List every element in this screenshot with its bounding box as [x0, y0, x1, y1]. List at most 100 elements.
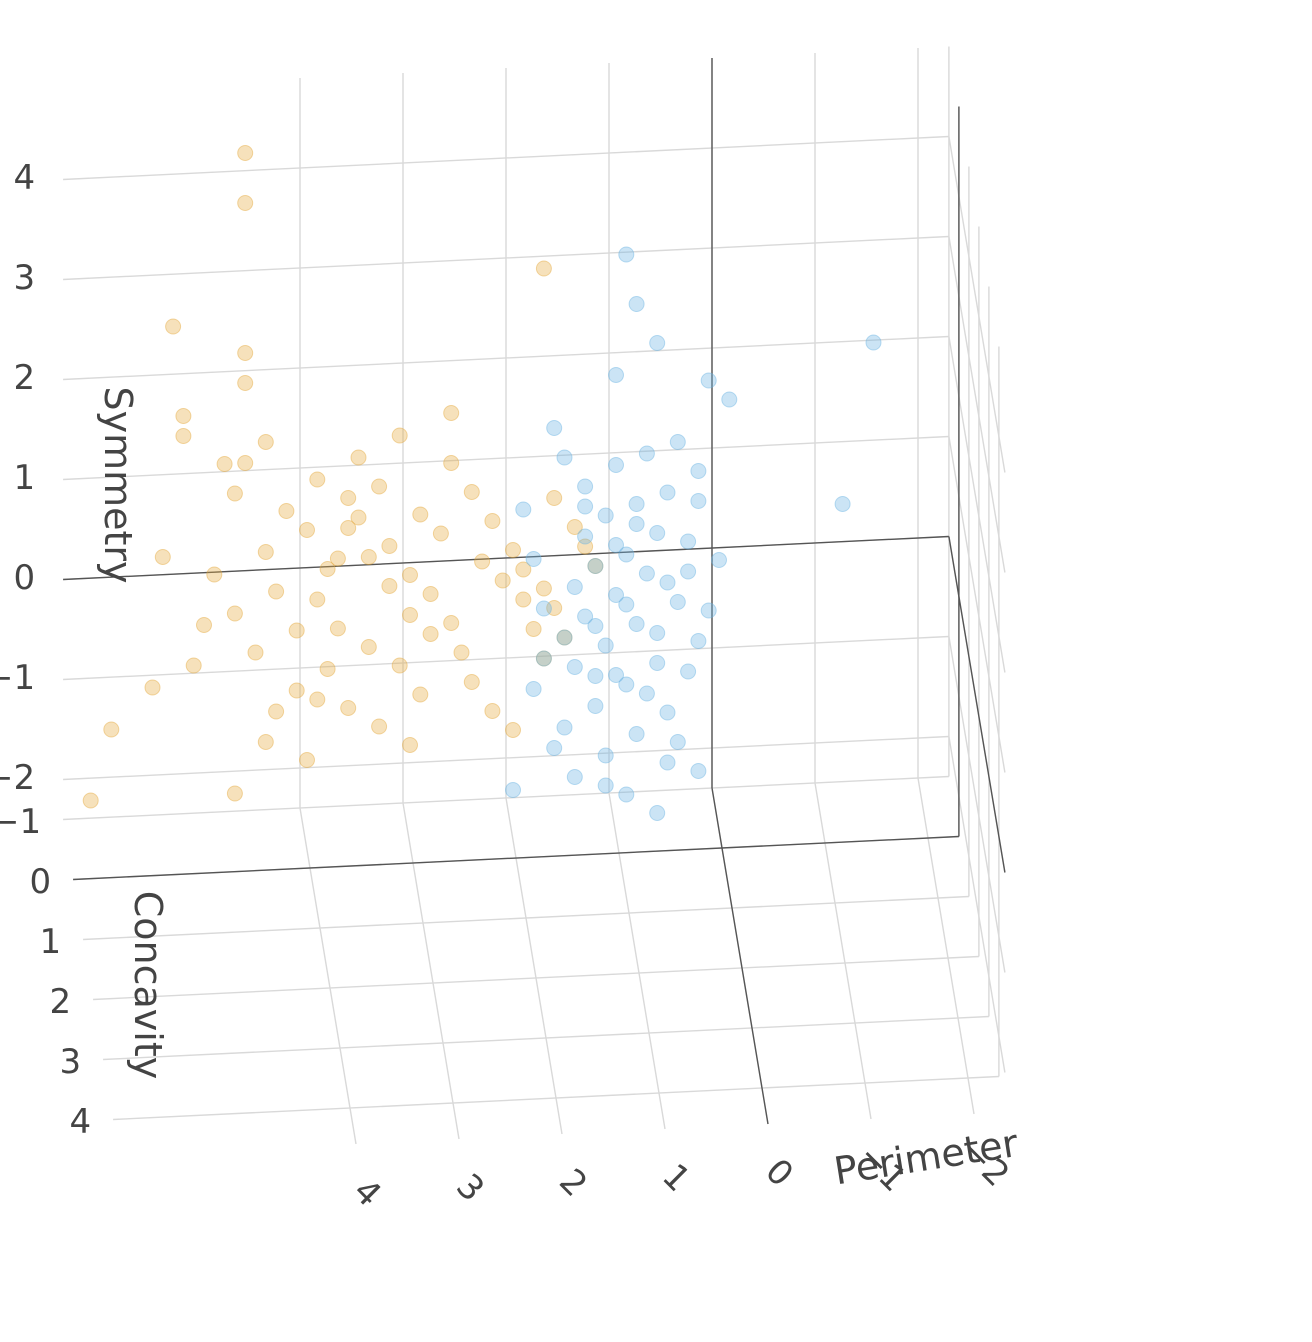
data-point-series-1[interactable]	[206, 566, 223, 583]
data-point-series-2[interactable]	[515, 501, 532, 518]
data-point-series-2[interactable]	[700, 372, 717, 389]
data-point-series-1[interactable]	[226, 605, 243, 622]
data-point-series-1[interactable]	[422, 626, 439, 642]
data-point-series-1[interactable]	[463, 674, 480, 690]
data-point-series-2[interactable]	[608, 457, 624, 473]
data-point-series-1[interactable]	[535, 650, 552, 667]
data-point-series-2[interactable]	[649, 335, 666, 351]
data-point-series-1[interactable]	[185, 657, 202, 674]
data-point-series-2[interactable]	[638, 565, 655, 582]
data-point-series-2[interactable]	[628, 296, 645, 312]
data-point-series-1[interactable]	[340, 520, 357, 536]
data-point-series-2[interactable]	[535, 650, 552, 667]
data-point-series-2[interactable]	[608, 667, 624, 683]
data-point-series-2[interactable]	[608, 367, 624, 383]
data-point-series-1[interactable]	[443, 455, 460, 471]
data-point-series-1[interactable]	[103, 721, 120, 738]
data-point-series-2[interactable]	[628, 726, 645, 742]
data-point-series-2[interactable]	[638, 445, 655, 462]
data-point-series-2[interactable]	[659, 754, 676, 771]
data-point-series-2[interactable]	[669, 734, 686, 750]
data-point-series-1[interactable]	[309, 691, 326, 708]
data-point-series-2[interactable]	[556, 719, 573, 736]
data-point-series-2[interactable]	[628, 516, 645, 532]
data-point-series-1[interactable]	[299, 752, 315, 768]
data-point-series-2[interactable]	[721, 391, 738, 408]
data-point-series-1[interactable]	[216, 456, 233, 472]
data-point-series-2[interactable]	[659, 484, 676, 501]
data-point-series-2[interactable]	[566, 659, 583, 675]
data-point-series-1[interactable]	[402, 737, 418, 753]
data-point-series-2[interactable]	[587, 668, 604, 684]
data-point-series-2[interactable]	[865, 334, 882, 351]
data-point-series-2[interactable]	[597, 747, 614, 764]
data-point-series-1[interactable]	[226, 485, 243, 502]
data-point-series-2[interactable]	[556, 629, 573, 646]
data-point-series-1[interactable]	[257, 734, 274, 750]
data-point-series-2[interactable]	[587, 558, 604, 574]
data-point-series-1[interactable]	[474, 553, 491, 570]
data-point-series-1[interactable]	[288, 682, 305, 699]
data-point-series-1[interactable]	[535, 260, 552, 277]
data-point-series-2[interactable]	[618, 676, 635, 693]
data-point-series-1[interactable]	[237, 145, 254, 161]
data-point-series-1[interactable]	[391, 657, 408, 674]
data-point-series-2[interactable]	[618, 596, 635, 613]
data-point-series-1[interactable]	[463, 484, 480, 500]
data-point-series-2[interactable]	[597, 777, 614, 794]
data-point-series-2[interactable]	[649, 655, 666, 671]
data-point-series-1[interactable]	[546, 600, 563, 616]
data-point-series-2[interactable]	[680, 563, 697, 580]
data-point-series-2[interactable]	[618, 246, 635, 263]
data-point-series-1[interactable]	[360, 639, 377, 655]
data-point-series-2[interactable]	[566, 769, 583, 785]
data-point-series-2[interactable]	[690, 633, 707, 649]
data-point-series-1[interactable]	[525, 621, 542, 637]
data-point-series-1[interactable]	[422, 586, 439, 602]
data-point-series-1[interactable]	[340, 700, 357, 716]
data-point-series-1[interactable]	[535, 580, 552, 597]
data-point-series-1[interactable]	[412, 686, 429, 703]
data-point-series-1[interactable]	[165, 318, 182, 335]
data-point-series-2[interactable]	[587, 618, 604, 634]
data-point-series-1[interactable]	[329, 550, 346, 567]
data-point-series-2[interactable]	[597, 637, 614, 654]
data-point-series-1[interactable]	[453, 644, 470, 661]
data-point-series-1[interactable]	[443, 615, 460, 631]
data-point-series-2[interactable]	[690, 493, 707, 509]
data-point-series-1[interactable]	[226, 785, 243, 802]
data-point-series-1[interactable]	[237, 195, 254, 211]
data-point-series-2[interactable]	[608, 537, 624, 553]
data-point-series-1[interactable]	[443, 405, 460, 421]
data-point-series-1[interactable]	[566, 519, 583, 535]
data-point-series-2[interactable]	[659, 574, 676, 591]
data-point-series-1[interactable]	[371, 718, 388, 735]
data-point-series-1[interactable]	[175, 408, 192, 424]
data-point-series-2[interactable]	[711, 552, 727, 568]
data-point-series-2[interactable]	[680, 533, 697, 550]
data-point-series-2[interactable]	[669, 434, 686, 450]
data-point-series-2[interactable]	[535, 600, 552, 617]
data-point-series-2[interactable]	[618, 786, 635, 803]
data-point-series-1[interactable]	[350, 509, 367, 526]
data-point-series-2[interactable]	[577, 608, 594, 625]
data-point-series-1[interactable]	[587, 558, 604, 574]
data-point-series-1[interactable]	[257, 544, 274, 560]
data-point-series-2[interactable]	[608, 587, 624, 603]
data-point-series-1[interactable]	[371, 478, 388, 495]
data-point-series-1[interactable]	[175, 428, 192, 444]
data-point-series-2[interactable]	[597, 507, 614, 524]
data-point-series-2[interactable]	[546, 740, 563, 756]
data-point-series-1[interactable]	[278, 503, 295, 519]
data-point-series-2[interactable]	[638, 685, 655, 702]
data-point-series-1[interactable]	[381, 538, 398, 554]
data-point-series-1[interactable]	[577, 538, 594, 555]
data-point-series-2[interactable]	[649, 625, 666, 641]
data-point-series-1[interactable]	[268, 703, 285, 720]
data-point-series-2[interactable]	[690, 763, 707, 779]
data-point-series-1[interactable]	[329, 620, 346, 637]
data-point-series-2[interactable]	[577, 498, 594, 515]
data-point-series-2[interactable]	[577, 528, 594, 545]
data-point-series-1[interactable]	[515, 591, 532, 608]
